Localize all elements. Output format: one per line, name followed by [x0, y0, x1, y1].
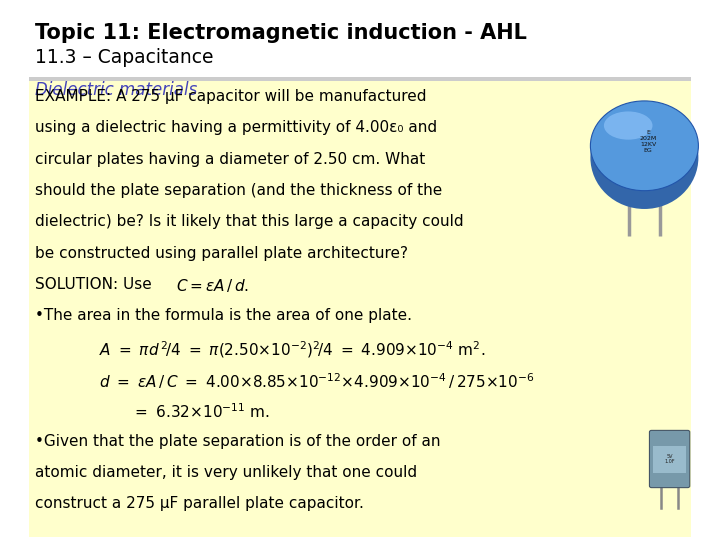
Text: $d\ =\ \varepsilon A\,/\,C\ =\ 4.00{\times}8.85{\times}10^{-12}{\times}4.909{\ti: $d\ =\ \varepsilon A\,/\,C\ =\ 4.00{\tim…	[99, 371, 535, 390]
Text: •The area in the formula is the area of one plate.: •The area in the formula is the area of …	[35, 308, 412, 323]
Text: $=\ 6.32{\times}10^{-11}\ \mathrm{m}.$: $=\ 6.32{\times}10^{-11}\ \mathrm{m}.$	[132, 402, 270, 421]
Text: •Given that the plate separation is of the order of an: •Given that the plate separation is of t…	[35, 434, 440, 449]
Text: using a dielectric having a permittivity of 4.00ε₀ and: using a dielectric having a permittivity…	[35, 120, 437, 136]
Text: EXAMPLE: A 275 μF capacitor will be manufactured: EXAMPLE: A 275 μF capacitor will be manu…	[35, 89, 426, 104]
Text: dielectric) be? Is it likely that this large a capacity could: dielectric) be? Is it likely that this l…	[35, 214, 463, 230]
Ellipse shape	[590, 106, 698, 209]
Text: be constructed using parallel plate architecture?: be constructed using parallel plate arch…	[35, 246, 408, 261]
Text: E
202M
12KV
EG: E 202M 12KV EG	[639, 130, 657, 153]
Text: $C = \varepsilon A\,/\,d.$: $C = \varepsilon A\,/\,d.$	[176, 277, 248, 294]
Text: should the plate separation (and the thickness of the: should the plate separation (and the thi…	[35, 183, 442, 198]
Ellipse shape	[604, 111, 652, 140]
Text: 5V
1.0F: 5V 1.0F	[665, 454, 675, 464]
FancyBboxPatch shape	[29, 77, 691, 103]
Text: SOLUTION: Use: SOLUTION: Use	[35, 277, 156, 292]
FancyBboxPatch shape	[649, 430, 690, 488]
Text: Dielectric materials: Dielectric materials	[35, 80, 197, 99]
Ellipse shape	[590, 101, 698, 191]
Text: construct a 275 μF parallel plate capacitor.: construct a 275 μF parallel plate capaci…	[35, 496, 364, 511]
Text: Topic 11: Electromagnetic induction - AHL: Topic 11: Electromagnetic induction - AH…	[35, 23, 526, 43]
FancyBboxPatch shape	[29, 81, 691, 537]
Text: circular plates having a diameter of 2.50 cm. What: circular plates having a diameter of 2.5…	[35, 152, 425, 167]
Text: $A\ =\ \pi d^{\,2}\!/4\ =\ \pi(2.50{\times}10^{-2})^2\!/4\ =\ 4.909{\times}10^{-: $A\ =\ \pi d^{\,2}\!/4\ =\ \pi(2.50{\tim…	[99, 340, 486, 360]
Text: atomic diameter, it is very unlikely that one could: atomic diameter, it is very unlikely tha…	[35, 465, 417, 480]
FancyBboxPatch shape	[653, 446, 686, 472]
Text: 11.3 – Capacitance: 11.3 – Capacitance	[35, 48, 213, 66]
